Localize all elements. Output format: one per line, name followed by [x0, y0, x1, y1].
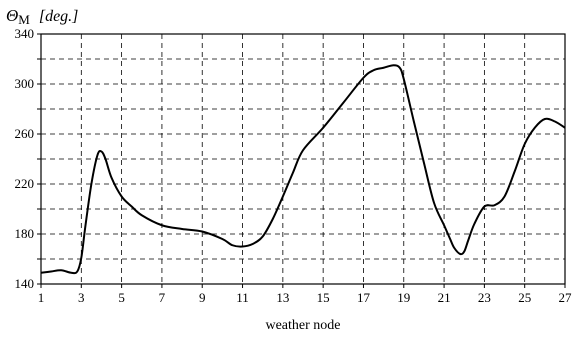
- y-tick-label: 140: [15, 276, 35, 291]
- x-tick-label: 15: [317, 290, 330, 305]
- x-tick-label: 3: [78, 290, 85, 305]
- y-tick-label: 340: [15, 26, 35, 41]
- x-tick-label: 27: [559, 290, 573, 305]
- x-tick-label: 19: [397, 290, 410, 305]
- y-tick-label: 180: [15, 226, 35, 241]
- x-tick-label: 5: [118, 290, 125, 305]
- series-line: [40, 64, 566, 275]
- grid: [41, 34, 565, 284]
- x-axis-label: weather node: [265, 318, 340, 333]
- x-tick-label: 13: [276, 290, 289, 305]
- x-tick-label: 17: [357, 290, 371, 305]
- x-tick-label: 9: [199, 290, 206, 305]
- x-tick-label: 23: [478, 290, 491, 305]
- x-tick-label: 21: [438, 290, 451, 305]
- y-axis-label: ΘM [deg.]: [6, 6, 78, 27]
- y-tick-label: 300: [15, 76, 35, 91]
- y-axis-ticks: 140 180 220 260 300 340: [15, 26, 41, 291]
- x-tick-label: 1: [38, 290, 45, 305]
- y-axis-label-symbol: Θ: [6, 6, 18, 25]
- y-axis-label-unit: [deg.]: [39, 8, 79, 25]
- x-tick-label: 7: [159, 290, 166, 305]
- series-layer: [40, 64, 566, 275]
- y-axis-label-subscript: M: [18, 12, 30, 27]
- y-tick-label: 260: [15, 126, 35, 141]
- x-axis-ticks: 1 3 5 7 9 11 13 15 17 19 21 23 25 27: [38, 284, 572, 305]
- y-tick-label: 220: [15, 176, 35, 191]
- x-tick-label: 11: [236, 290, 249, 305]
- x-tick-label: 25: [518, 290, 531, 305]
